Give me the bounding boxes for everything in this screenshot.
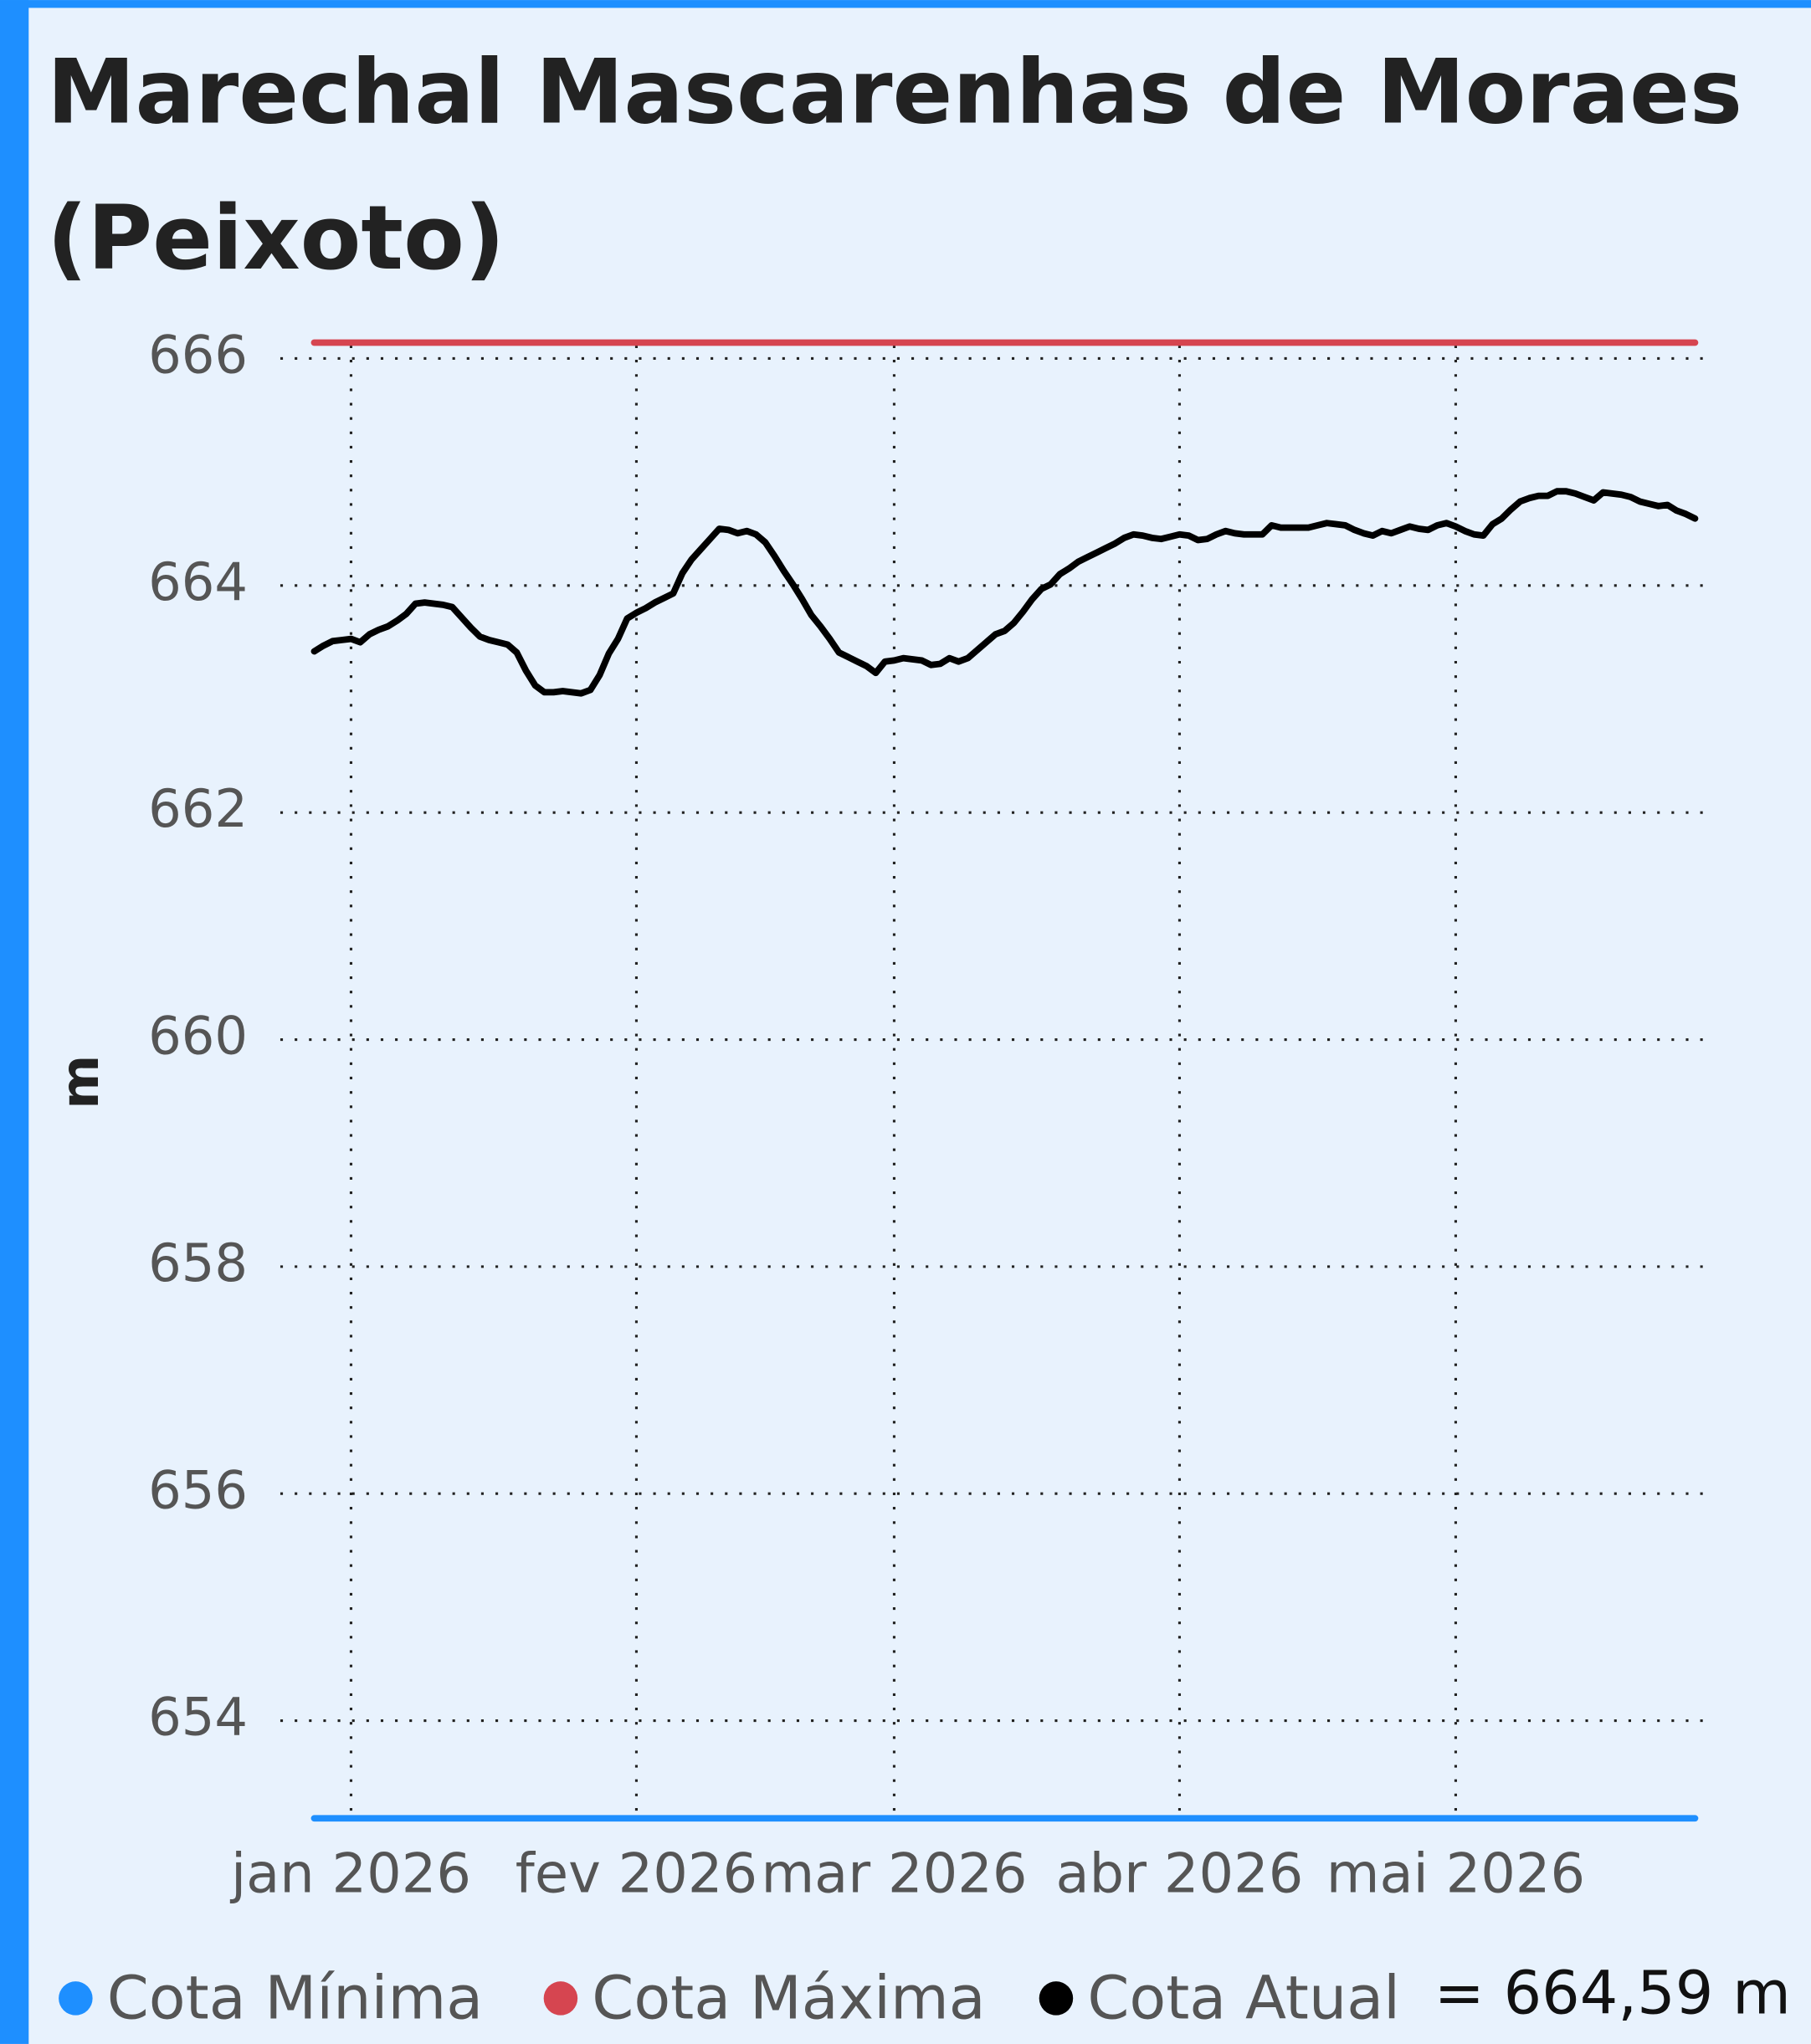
x-tick-label: mai 2026	[1326, 1842, 1585, 1906]
legend-label: Cota Máxima	[592, 1963, 985, 2033]
series-line	[310, 488, 1699, 697]
left-border	[0, 0, 29, 2044]
chart-title: Marechal Mascarenhas de Moraes (Peixoto)	[47, 41, 1743, 291]
y-tick-label: 658	[148, 1232, 248, 1294]
legend-label: Cota Atual	[1087, 1963, 1400, 2033]
y-tick-label: 660	[148, 1006, 248, 1067]
y-axis-label: m	[49, 1055, 110, 1109]
y-tick-label: 654	[148, 1687, 248, 1748]
x-tick-label: abr 2026	[1056, 1842, 1304, 1906]
legend-marker	[543, 1981, 578, 2016]
y-tick-label: 662	[148, 778, 248, 839]
x-tick-label: fev 2026	[516, 1842, 757, 1906]
x-tick-label: mar 2026	[761, 1842, 1027, 1906]
top-border	[0, 0, 1811, 8]
y-tick-label: 664	[148, 551, 248, 612]
legend-marker	[59, 1981, 93, 2016]
y-tick-label: 656	[148, 1459, 248, 1520]
y-tick-label: 666	[148, 325, 248, 386]
legend-marker	[1039, 1981, 1074, 2016]
current-value: = 664,59 m	[1434, 1957, 1791, 2027]
x-tick-label: jan 2026	[229, 1842, 471, 1906]
title-box: Marechal Mascarenhas de Moraes (Peixoto)	[47, 41, 1743, 291]
legend-label: Cota Mínima	[107, 1963, 483, 2033]
